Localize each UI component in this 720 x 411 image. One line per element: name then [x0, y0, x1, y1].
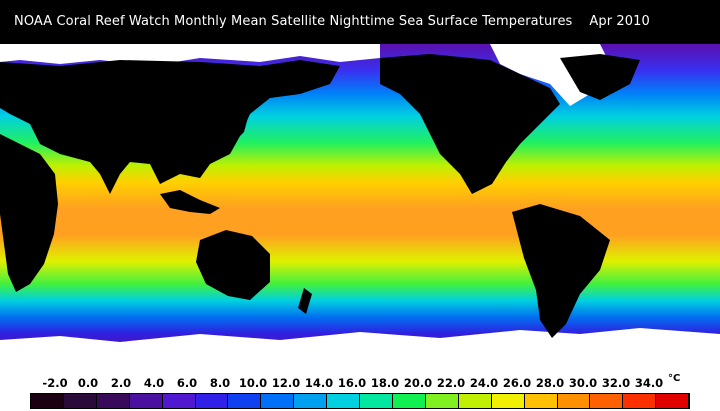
colorbar-swatch: [195, 394, 229, 408]
tick-label: 10.0: [238, 376, 268, 390]
colorbar-swatch: [656, 394, 690, 408]
colorbar-legend: -2.0 0.0 2.0 4.0 6.0 8.0 10.0 12.0 14.0 16.0 18.0 2…: [0, 373, 720, 411]
tick-label: 12.0: [271, 376, 301, 390]
tick-label: 20.0: [403, 376, 433, 390]
colorbar-swatch: [557, 394, 591, 408]
tick-label: 26.0: [502, 376, 532, 390]
colorbar-swatch: [31, 394, 64, 408]
sst-map: [0, 44, 720, 373]
eurasia: [0, 60, 340, 194]
tick-label: -2.0: [42, 376, 68, 390]
colorbar-swatch: [294, 394, 328, 408]
tick-label: 4.0: [143, 376, 165, 390]
arctic-ice-west: [0, 44, 380, 66]
colorbar-swatch: [327, 394, 361, 408]
title-text: NOAA Coral Reef Watch Monthly Mean Satel…: [14, 14, 573, 29]
colorbar-swatch: [458, 394, 492, 408]
colorbar-swatch: [491, 394, 525, 408]
colorbar-swatch: [162, 394, 196, 408]
unit-label: °C: [668, 373, 681, 384]
australia: [196, 230, 270, 300]
colorbar-swatch: [524, 394, 558, 408]
title-gap: [572, 14, 589, 29]
tick-labels: -2.0 0.0 2.0 4.0 6.0 8.0 10.0 12.0 14.0 16.0 18.0 2…: [0, 376, 720, 392]
tick-label: 28.0: [535, 376, 565, 390]
colorbar-swatch: [623, 394, 657, 408]
north-america: [380, 54, 560, 194]
new-zealand: [298, 288, 312, 314]
sst-map-svg: [0, 44, 720, 373]
tick-label: 16.0: [337, 376, 367, 390]
colorbar-swatch: [129, 394, 163, 408]
tick-label: 32.0: [601, 376, 631, 390]
tick-label: 22.0: [436, 376, 466, 390]
title-date: Apr 2010: [589, 14, 650, 29]
tick-label: 14.0: [304, 376, 334, 390]
tick-label: 30.0: [568, 376, 598, 390]
tick-label: 34.0: [634, 376, 664, 390]
colorbar-swatch: [590, 394, 624, 408]
japan: [232, 104, 250, 140]
africa: [0, 134, 58, 292]
colorbar: [30, 393, 690, 409]
colorbar-swatch: [228, 394, 262, 408]
greenland: [560, 54, 640, 100]
land: [0, 54, 640, 338]
tick-label: 2.0: [110, 376, 132, 390]
south-america: [512, 204, 610, 338]
antarctic-ice: [0, 328, 720, 373]
colorbar-swatch: [360, 394, 393, 408]
colorbar-swatch: [392, 394, 426, 408]
indonesia: [160, 190, 220, 214]
tick-label: 8.0: [209, 376, 231, 390]
colorbar-swatch: [425, 394, 459, 408]
tick-label: 6.0: [176, 376, 198, 390]
colorbar-swatch: [63, 394, 97, 408]
tick-label: 24.0: [469, 376, 499, 390]
colorbar-swatch: [261, 394, 295, 408]
tick-label: 18.0: [370, 376, 400, 390]
colorbar-swatch: [96, 394, 130, 408]
map-title: NOAA Coral Reef Watch Monthly Mean Satel…: [0, 0, 720, 44]
tick-label: 0.0: [77, 376, 99, 390]
